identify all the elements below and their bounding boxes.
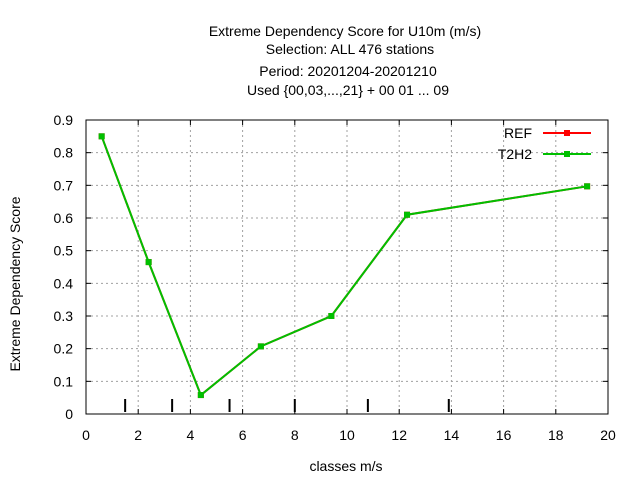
y-tick-label: 0.9 (54, 112, 74, 128)
y-tick-label: 0.5 (54, 243, 74, 259)
y-tick-label: 0.8 (54, 145, 74, 161)
y-tick-label: 0.7 (54, 177, 74, 193)
chart-title: Extreme Dependency Score for U10m (m/s) … (209, 23, 481, 98)
y-tick-label: 0.2 (54, 341, 74, 357)
x-tick-label: 0 (82, 427, 90, 443)
y-tick-label: 0 (65, 406, 73, 422)
legend-label: T2H2 (498, 146, 532, 162)
x-tick-label: 20 (600, 427, 616, 443)
title-line-4: Used {00,03,...,21} + 00 01 ... 09 (247, 82, 449, 98)
data-point (145, 259, 152, 266)
series-line (100, 135, 588, 397)
data-point (197, 392, 204, 399)
title-line-2: Selection: ALL 476 stations (266, 41, 434, 57)
x-tick-label: 6 (239, 427, 247, 443)
y-tick-label: 0.1 (54, 373, 74, 389)
y-tick-label: 0.3 (54, 308, 74, 324)
title-line-1: Extreme Dependency Score for U10m (m/s) (209, 23, 481, 39)
legend-marker (564, 151, 570, 157)
title-line-3: Period: 20201204-20201210 (259, 63, 437, 79)
grid (86, 120, 608, 414)
legend: REF T2H2 (498, 125, 591, 162)
x-tick-label: 10 (339, 427, 355, 443)
data-point (584, 183, 591, 190)
y-tick-label: 0.4 (54, 275, 74, 291)
series-line (100, 135, 588, 397)
legend-label: REF (504, 125, 532, 141)
x-tick-label: 14 (444, 427, 460, 443)
series-group (98, 133, 591, 399)
series-t2h2 (98, 133, 591, 399)
legend-marker (564, 130, 570, 136)
data-point (404, 211, 411, 218)
x-axis-label: classes m/s (309, 458, 382, 474)
data-point (98, 133, 105, 140)
x-tick-label: 2 (134, 427, 142, 443)
x-tick-label: 18 (548, 427, 564, 443)
data-point (328, 313, 335, 319)
x-tick-label: 4 (187, 427, 195, 443)
y-tick-label: 0.6 (54, 210, 74, 226)
data-point (257, 343, 264, 350)
x-tick-label: 16 (496, 427, 512, 443)
y-axis-label: Extreme Dependency Score (7, 196, 23, 371)
axis-ticks: 0 2 4 6 8 10 12 14 16 18 20 0 0.1 0.2 0.3 0.4 0.5 0.6 0.7 0… (54, 112, 616, 443)
series-ref (98, 133, 591, 399)
class-markers (124, 399, 450, 412)
x-tick-label: 12 (391, 427, 407, 443)
x-tick-label: 8 (291, 427, 299, 443)
